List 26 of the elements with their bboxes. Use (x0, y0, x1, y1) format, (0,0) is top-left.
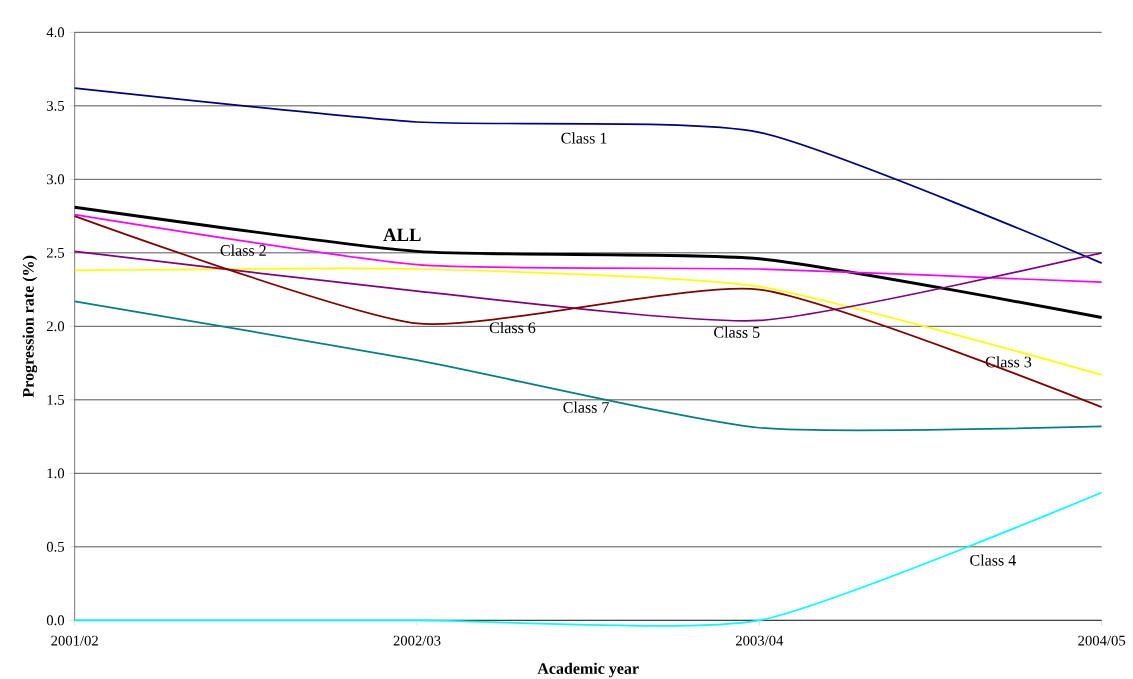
y-tick-label: 3.5 (47, 100, 65, 111)
y-tick-label: 2.0 (46, 321, 65, 332)
series-label: ALL (383, 228, 421, 241)
x-tick-label: 2004/05 (1078, 635, 1126, 646)
y-tick-label: 2.5 (46, 247, 65, 258)
y-tick-label: 1.5 (47, 394, 65, 405)
x-tick-label: 2003/04 (735, 635, 784, 646)
series-label: Class 6 (489, 321, 536, 334)
series-label: Class 5 (714, 326, 760, 338)
x-tick-label: 2002/03 (393, 635, 441, 646)
line-series (73, 213, 1103, 284)
series-label: Class 3 (985, 356, 1032, 368)
x-axis-title: Academic year (537, 662, 639, 678)
line-series (73, 267, 1103, 376)
y-axis-title: Progression rate (%) (22, 255, 38, 398)
y-tick-label: 4.0 (46, 27, 65, 38)
y-tick-label: 0.0 (46, 615, 65, 626)
line-series (73, 87, 1103, 264)
y-tick-label: 1.0 (47, 468, 65, 479)
y-tick-label: 3.0 (47, 174, 65, 185)
series-label: Class 1 (561, 132, 607, 144)
y-tick-label: 0.5 (46, 541, 65, 552)
series-label: Class 4 (970, 554, 1016, 566)
series-label: Class 2 (220, 244, 266, 256)
x-tick-label: 2001/02 (51, 635, 98, 646)
series-label: Class 7 (563, 401, 609, 413)
